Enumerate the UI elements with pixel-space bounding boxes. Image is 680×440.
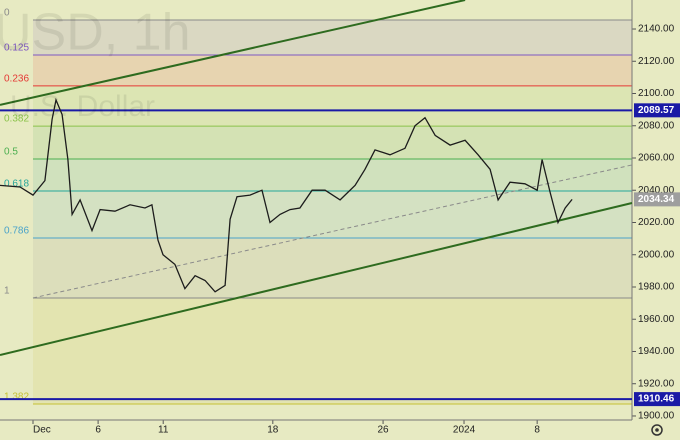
settings-icon[interactable] xyxy=(651,424,663,436)
x-tick-label: 26 xyxy=(378,425,390,436)
y-tick-label: 2040.00 xyxy=(638,185,675,196)
last-price-label: 2034.34 xyxy=(638,194,675,205)
price-series xyxy=(0,97,573,293)
x-tick-label: 18 xyxy=(267,425,279,436)
y-tick-label: 1920.00 xyxy=(638,378,675,389)
fib-label: 0 xyxy=(4,8,10,19)
fib-label: 0.382 xyxy=(4,114,29,125)
x-tick-label: 8 xyxy=(534,425,540,436)
y-tick-label: 2100.00 xyxy=(638,88,675,99)
y-tick-label: 1960.00 xyxy=(638,314,675,325)
fib-band xyxy=(32,19,632,55)
trendline xyxy=(0,202,633,356)
fib-band xyxy=(32,158,632,192)
y-tick-label: 2140.00 xyxy=(638,24,675,35)
x-tick-label: Dec xyxy=(33,425,51,436)
fib-band xyxy=(32,85,632,127)
watermark-sub: U.S. Dollar xyxy=(10,90,155,123)
fib-label: 0.786 xyxy=(4,226,29,237)
fib-band xyxy=(32,126,632,159)
price-label: 1910.46 xyxy=(638,394,675,405)
fib-label: 0.236 xyxy=(4,74,29,85)
x-tick-label: 11 xyxy=(158,425,169,436)
trendline xyxy=(0,0,466,106)
x-tick-label: 2024 xyxy=(453,425,476,436)
y-tick-label: 2020.00 xyxy=(638,217,675,228)
y-tick-label: 2000.00 xyxy=(638,249,675,260)
fib-label: 0.5 xyxy=(4,147,18,158)
fib-band xyxy=(32,297,632,405)
fib-label: 1.382 xyxy=(4,392,29,403)
y-tick-label: 1980.00 xyxy=(638,282,675,293)
last-price-box xyxy=(634,192,680,207)
y-tick-label: 1900.00 xyxy=(638,411,675,422)
fib-label: 0.125 xyxy=(4,43,29,54)
fib-band xyxy=(32,54,632,86)
watermark: USD, 1h xyxy=(0,4,191,62)
x-tick-label: 6 xyxy=(95,425,101,436)
price-label: 2089.57 xyxy=(638,105,675,116)
fib-band xyxy=(32,191,632,238)
y-tick-label: 1940.00 xyxy=(638,346,675,357)
price-label-box xyxy=(634,103,680,118)
y-tick-label: 2060.00 xyxy=(638,153,675,164)
y-tick-label: 2120.00 xyxy=(638,56,675,67)
fib-label: 0.618 xyxy=(4,179,29,190)
fib-band xyxy=(32,237,632,298)
price-label-box xyxy=(634,392,680,407)
y-tick-label: 2080.00 xyxy=(638,120,675,131)
fib-label: 1 xyxy=(4,286,10,297)
